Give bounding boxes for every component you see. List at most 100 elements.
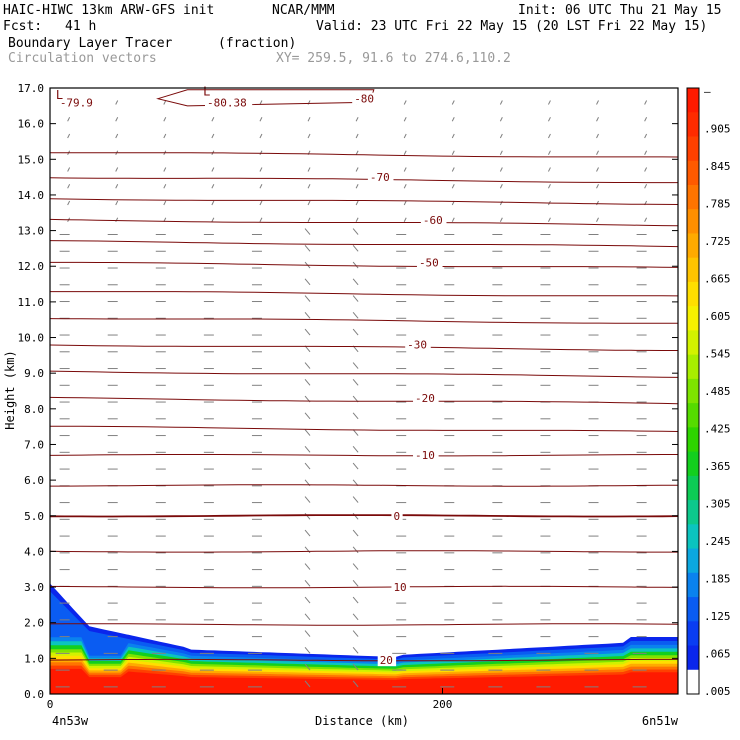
circulation-vectors (55, 100, 648, 688)
plot-border (49, 87, 679, 695)
vector-arrow-430 (115, 133, 119, 139)
colorbar-segment-12 (687, 378, 699, 404)
colorbar-segment-5 (687, 209, 699, 234)
vector-arrow-31 (304, 647, 311, 654)
y-tick-label-2: 2.0 (24, 617, 44, 630)
extremum-marker-1: L (203, 85, 210, 99)
vector-arrow-188 (352, 445, 359, 453)
contour-line-8 (49, 396, 679, 405)
y-tick-label-13: 13.0 (18, 225, 45, 238)
vector-arrow-292 (352, 311, 359, 319)
vector-arrow-440 (596, 133, 599, 139)
colorbar-segment-19 (687, 548, 699, 574)
colorbar-label-15: .065 (704, 648, 731, 661)
contour-label-bg-1 (391, 581, 410, 594)
vector-arrow-395 (307, 184, 311, 189)
colorbar-segment-4 (687, 184, 699, 210)
vector-arrow-149 (352, 496, 359, 503)
vector-arrow-278 (304, 328, 311, 336)
colorbar-segment-15 (687, 451, 699, 477)
vector-arrow-444 (163, 117, 167, 122)
vector-arrow-304 (304, 295, 311, 302)
vector-arrow-374 (547, 217, 551, 222)
vector-arrow-448 (355, 117, 359, 122)
vector-arrow-399 (499, 184, 503, 189)
y-tick-label-9: 9.0 (24, 367, 44, 380)
contour-label-bg-0 (377, 654, 397, 667)
colorbar-label-7: .545 (704, 348, 731, 361)
vector-arrow-187 (304, 445, 311, 453)
vector-arrow-432 (211, 133, 215, 139)
contour-label-bg-9 (352, 92, 378, 105)
vector-arrow-356 (304, 228, 311, 235)
vector-arrow-443 (115, 117, 119, 122)
vector-arrow-442 (67, 117, 71, 122)
y-tick-label-6: 6.0 (24, 474, 44, 487)
vector-arrow-44 (304, 630, 311, 637)
colorbar-segment-13 (687, 403, 699, 428)
colorbar-segment-0 (687, 88, 699, 113)
y-tick-label-10: 10.0 (18, 332, 45, 345)
vector-arrow-459 (259, 100, 263, 105)
vector-arrow-420 (259, 150, 263, 155)
model-title: HAIC-HIWC 13km ARW-GFS init (3, 3, 215, 18)
y-tick-label-15: 15.0 (18, 153, 45, 166)
vector-arrow-391 (115, 184, 119, 189)
vector-arrow-434 (307, 133, 311, 139)
contour-line-0 (49, 658, 678, 662)
colorbar-label-3: .785 (704, 198, 731, 211)
vector-arrow-393 (211, 184, 215, 189)
colorbar-segment-10 (687, 330, 699, 356)
vector-arrow-379 (163, 200, 167, 206)
vector-arrow-402 (644, 184, 648, 189)
field-units: (fraction) (218, 36, 297, 51)
vector-arrow-435 (355, 133, 359, 139)
vector-arrow-370 (355, 217, 359, 222)
vector-arrow-84 (352, 580, 359, 587)
vector-arrow-446 (259, 117, 263, 122)
colorbar-label-6: .605 (704, 310, 731, 323)
y-tick-label-5: 5.0 (24, 510, 44, 523)
colorbar-segment-8 (687, 281, 699, 307)
vector-arrow-367 (211, 217, 215, 222)
vector-arrow-396 (355, 184, 359, 189)
y-tick-label-11: 11.0 (18, 296, 45, 309)
vector-arrow-386 (499, 200, 503, 206)
vector-arrow-318 (352, 278, 359, 286)
contour-label-bg-10 (205, 96, 253, 109)
colorbar-segment-22 (687, 621, 699, 647)
vector-arrow-405 (163, 167, 167, 172)
vector-arrow-466 (596, 100, 599, 105)
colorbar: – .905 .845 .785 .725 .665 .605 .545 .485 .425 .36… (686, 85, 731, 698)
vector-arrow-371 (403, 217, 407, 222)
organization-label: NCAR/MMM (272, 3, 335, 18)
field-name: Boundary Layer Tracer (8, 36, 173, 51)
vector-arrow-452 (547, 117, 551, 122)
y-tick-label-7: 7.0 (24, 438, 44, 451)
vector-arrow-449 (403, 117, 407, 122)
forecast-label: Fcst: (3, 19, 43, 34)
vector-arrow-403 (67, 167, 71, 172)
y-tick-label-8: 8.0 (24, 403, 44, 416)
colorbar-label-13: .185 (704, 573, 731, 586)
colorbar-border (686, 87, 700, 695)
vector-arrow-214 (352, 412, 359, 420)
y-tick-label-14: 14.0 (18, 189, 45, 202)
contour-closed-80 (156, 89, 375, 107)
valid-time: Valid: 23 UTC Fri 22 May 15 (20 LST Fri … (316, 19, 708, 34)
colorbar-label-1: .905 (704, 123, 731, 136)
vector-arrow-122 (304, 529, 311, 537)
vector-arrow-239 (304, 378, 311, 386)
vector-arrow-57 (304, 613, 311, 621)
vector-arrow-413 (547, 167, 551, 172)
vector-arrow-457 (163, 100, 167, 105)
vector-arrow-213 (304, 412, 311, 420)
contour-label-0: 20 (380, 654, 393, 667)
vector-arrow-406 (211, 167, 215, 172)
colorbar-segment-11 (687, 354, 699, 380)
vector-arrow-431 (163, 133, 167, 139)
vector-arrow-425 (499, 150, 503, 155)
colorbar-label-5: .665 (704, 273, 731, 286)
contour-label-bg-5 (405, 338, 431, 351)
